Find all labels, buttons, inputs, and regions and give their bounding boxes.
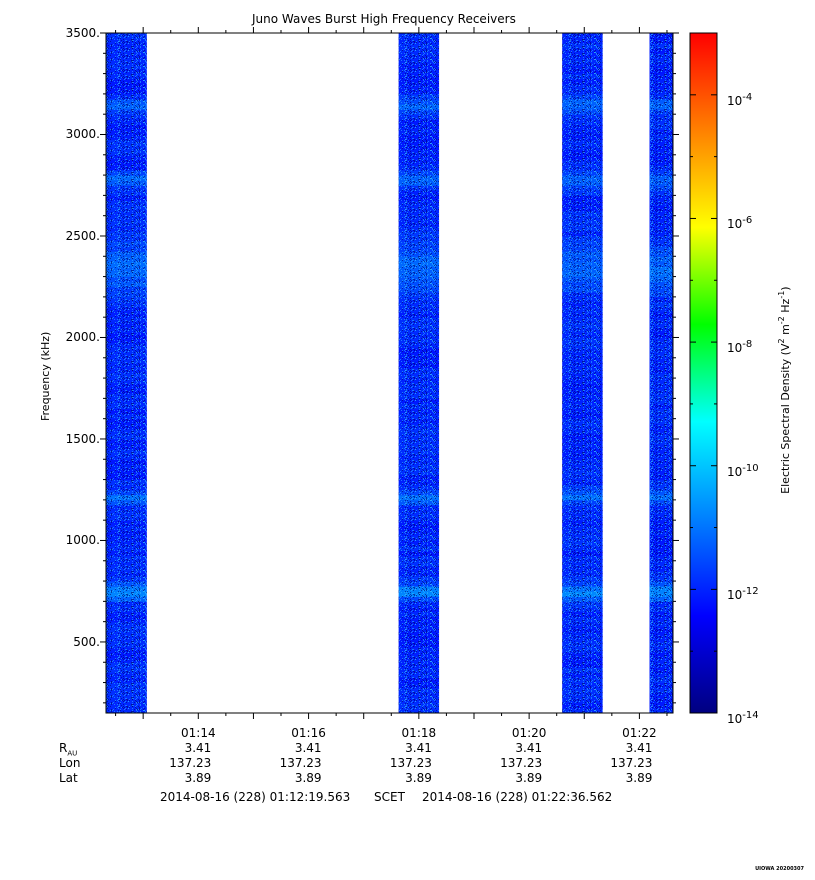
ephemeris-value: 3.89 [294,771,322,785]
y-tick-label: 1500. [65,431,100,446]
colorbar-tick-label: 10-4 [727,91,753,108]
y-tick-label: 3500. [65,26,100,40]
time-range-end: 2014-08-16 (228) 01:22:36.562 [422,790,613,804]
colorbar-tick-label: 10-6 [727,215,753,232]
ephemeris-row-label: Lat [59,771,78,785]
colorbar-tick-label: 10-8 [727,339,753,356]
ephemeris-value: 3.41 [515,741,543,755]
ephemeris-value: 3.89 [625,771,653,785]
signature-stamp: UIOWA 20200307 [755,866,804,872]
colorbar-tick-label: 10-12 [727,586,759,603]
x-tick-label: 01:14 [181,726,216,740]
ephemeris-value: 137.23 [389,756,432,770]
spectrogram-strip [562,33,603,714]
ephemeris-value: 3.41 [184,741,212,755]
x-tick-label: 01:18 [401,726,437,740]
x-tick-label: 01:20 [511,726,547,740]
spectrogram-strip [649,33,673,714]
y-tick-label: 2000. [65,330,100,345]
plot-frame [105,32,674,714]
x-tick-label: 01:16 [291,726,326,740]
time-range-scet: SCET [374,790,405,804]
y-tick-label: 1000. [65,533,100,548]
y-tick-label: 3000. [65,127,100,142]
ephemeris-value: 3.41 [405,741,432,755]
ephemeris-value: 3.41 [294,741,322,755]
ephemeris-value: 3.89 [184,771,212,785]
ephemeris-value: 3.89 [515,771,543,785]
ephemeris-value: 3.41 [625,741,653,755]
ephemeris-value: 137.23 [279,756,322,770]
y-axis-label: Frequency (kHz) [39,331,52,421]
time-range-start: 2014-08-16 (228) 01:12:19.563 [160,790,351,804]
spectrogram-data [106,33,673,714]
colorbar-tick-label: 10-10 [727,462,759,479]
chart-title: Juno Waves Burst High Frequency Receiver… [252,12,516,26]
y-tick-label: 2500. [65,228,100,243]
ephemeris-row-label: RAU [59,741,78,758]
y-tick-label: 500. [73,634,100,649]
spectrogram-strip [106,33,147,714]
colorbar-gradient [689,32,718,714]
colorbar [689,32,718,714]
ephemeris-value: 137.23 [500,756,543,770]
colorbar-label: Electric Spectral Density (V2 m-2 Hz-1) [777,286,792,494]
ephemeris-row-label: Lon [59,756,81,770]
ephemeris-value: 137.23 [169,756,212,770]
spectrogram-strip [398,33,440,714]
ephemeris-value: 3.89 [405,771,432,785]
colorbar-tick-label: 10-14 [727,710,759,726]
plot-axes [100,27,679,719]
ephemeris-value: 137.23 [610,756,653,770]
x-tick-label: 01:22 [622,726,657,740]
